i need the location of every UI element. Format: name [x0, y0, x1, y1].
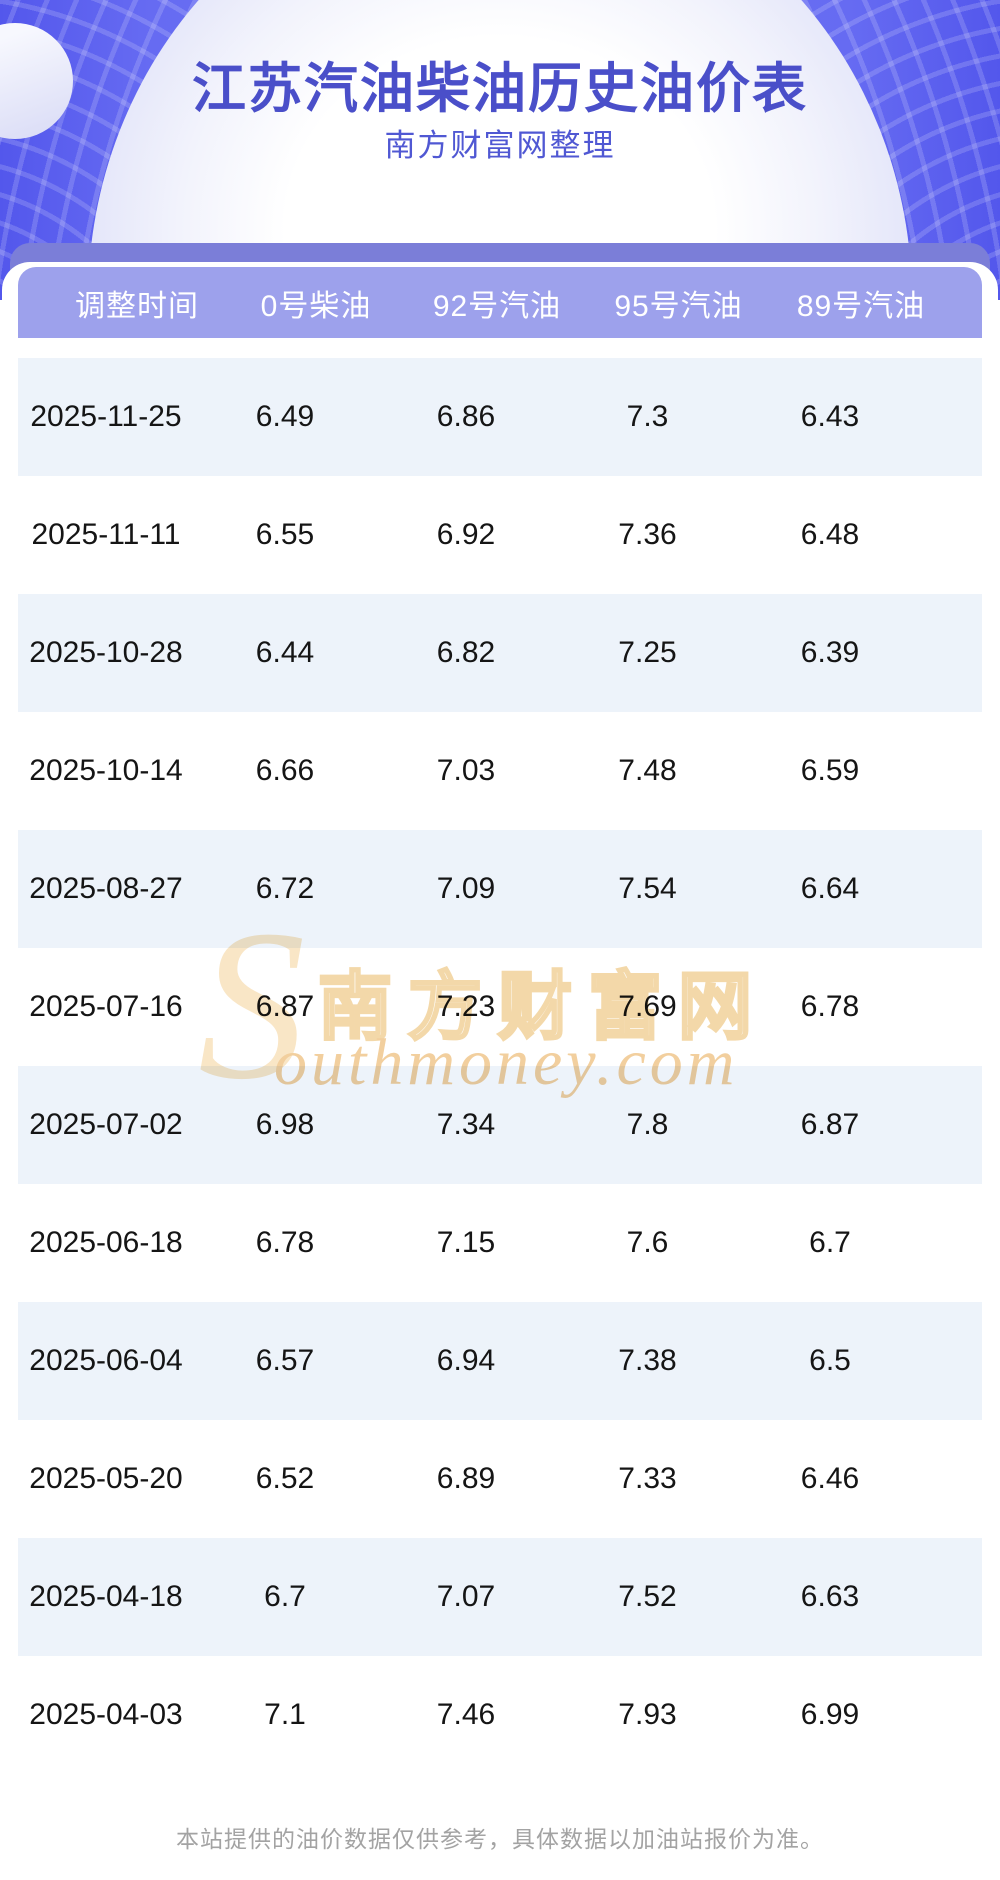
page-subtitle: 南方财富网整理 — [384, 128, 616, 163]
column-header-3: 92号汽油 — [432, 289, 562, 323]
price-cell: 6.46 — [800, 1462, 860, 1495]
price-cell: 7.38 — [618, 1344, 677, 1377]
price-cell: 6.39 — [800, 636, 860, 669]
price-cell: 7.23 — [436, 990, 496, 1023]
price-cell: 6.49 — [255, 400, 315, 433]
price-cell: 7.25 — [618, 636, 677, 669]
table-row: 2025-07-02 6.98 7.34 7.8 6.87 — [18, 1066, 982, 1184]
price-cell: 7.48 — [618, 754, 677, 787]
date-cell: 2025-10-28 — [29, 636, 183, 669]
table-row: 2025-11-11 6.55 6.92 7.36 6.48 — [18, 476, 982, 594]
price-cell: 6.59 — [800, 754, 860, 787]
table-row: 2025-04-03 7.1 7.46 7.93 6.99 — [18, 1656, 982, 1774]
column-header-1: 调整时间 — [75, 289, 199, 323]
table-row: 2025-10-28 6.44 6.82 7.25 6.39 — [18, 594, 982, 712]
price-cell: 6.63 — [800, 1580, 860, 1613]
price-cell: 7.36 — [618, 518, 677, 551]
table-body: 2025-11-25 6.49 6.86 7.3 6.43 2025-11-11 6.55 6… — [18, 358, 982, 1774]
price-cell: 6.48 — [800, 518, 860, 551]
price-cell: 7.03 — [436, 754, 496, 787]
price-cell: 7.09 — [436, 872, 496, 905]
price-cell: 7.54 — [618, 872, 677, 905]
price-cell: 6.98 — [255, 1108, 315, 1141]
price-cell: 7.15 — [436, 1226, 496, 1259]
price-cell: 7.46 — [436, 1698, 496, 1731]
date-cell: 2025-04-03 — [29, 1698, 183, 1731]
price-cell: 6.5 — [809, 1344, 851, 1377]
price-cell: 6.92 — [436, 518, 496, 551]
table-row: 2025-06-18 6.78 7.15 7.6 6.7 — [18, 1184, 982, 1302]
price-cell: 7.33 — [618, 1462, 677, 1495]
price-cell: 6.82 — [436, 636, 496, 669]
price-cell: 6.55 — [255, 518, 315, 551]
date-cell: 2025-11-11 — [31, 518, 181, 551]
date-cell: 2025-07-02 — [29, 1108, 183, 1141]
table-header: 调整时间 0号柴油 92号汽油 95号汽油 89号汽油 — [18, 267, 982, 338]
price-cell: 7.8 — [626, 1108, 669, 1141]
price-cell: 6.7 — [809, 1226, 851, 1259]
date-cell: 2025-10-14 — [29, 754, 183, 787]
price-cell: 7.52 — [618, 1580, 677, 1613]
date-cell: 2025-07-16 — [29, 990, 183, 1023]
table-row: 2025-08-27 6.72 7.09 7.54 6.64 — [18, 830, 982, 948]
table-row: 2025-11-25 6.49 6.86 7.3 6.43 — [18, 358, 982, 476]
date-cell: 2025-08-27 — [29, 872, 183, 905]
price-cell: 6.89 — [436, 1462, 496, 1495]
price-cell: 6.78 — [800, 990, 860, 1023]
price-cell: 6.87 — [255, 990, 315, 1023]
table-row: 2025-04-18 6.7 7.07 7.52 6.63 — [18, 1538, 982, 1656]
price-cell: 6.99 — [800, 1698, 860, 1731]
price-cell: 6.66 — [255, 754, 315, 787]
price-cell: 7.69 — [618, 990, 677, 1023]
price-cell: 7.1 — [264, 1698, 306, 1731]
oil-price-table: 调整时间 0号柴油 92号汽油 95号汽油 89号汽油 2025-11-25 6.49 6.… — [2, 262, 998, 1774]
date-cell: 2025-06-04 — [29, 1344, 183, 1377]
price-cell: 6.78 — [255, 1226, 315, 1259]
price-cell: 7.34 — [436, 1108, 496, 1141]
price-cell: 6.86 — [436, 400, 496, 433]
page-title: 江苏汽油柴油历史油价表 — [192, 59, 808, 119]
price-cell: 6.43 — [800, 400, 860, 433]
price-cell: 7.6 — [626, 1226, 669, 1259]
price-cell: 7.93 — [618, 1698, 677, 1731]
column-header-5: 89号汽油 — [796, 289, 926, 323]
date-cell: 2025-05-20 — [29, 1462, 183, 1495]
table-row: 2025-10-14 6.66 7.03 7.48 6.59 — [18, 712, 982, 830]
price-cell: 6.44 — [255, 636, 315, 669]
price-cell: 7.3 — [626, 400, 669, 433]
price-cell: 6.7 — [264, 1580, 306, 1613]
table-row: 2025-06-04 6.57 6.94 7.38 6.5 — [18, 1302, 982, 1420]
price-cell: 6.72 — [255, 872, 315, 905]
price-cell: 6.64 — [800, 872, 860, 905]
price-cell: 6.52 — [255, 1462, 315, 1495]
column-header-2: 0号柴油 — [260, 289, 372, 323]
column-header-4: 95号汽油 — [614, 289, 743, 323]
date-cell: 2025-11-25 — [30, 400, 182, 433]
price-cell: 6.94 — [436, 1344, 496, 1377]
price-cell: 7.07 — [436, 1580, 496, 1613]
date-cell: 2025-06-18 — [29, 1226, 183, 1259]
table-row: 2025-07-16 6.87 7.23 7.69 6.78 — [18, 948, 982, 1066]
disclaimer-text: 本站提供的油价数据仅供参考，具体数据以加油站报价为准。 — [176, 1826, 824, 1852]
price-cell: 6.87 — [800, 1108, 860, 1141]
table-row: 2025-05-20 6.52 6.89 7.33 6.46 — [18, 1420, 982, 1538]
price-cell: 6.57 — [255, 1344, 315, 1377]
date-cell: 2025-04-18 — [29, 1580, 183, 1613]
